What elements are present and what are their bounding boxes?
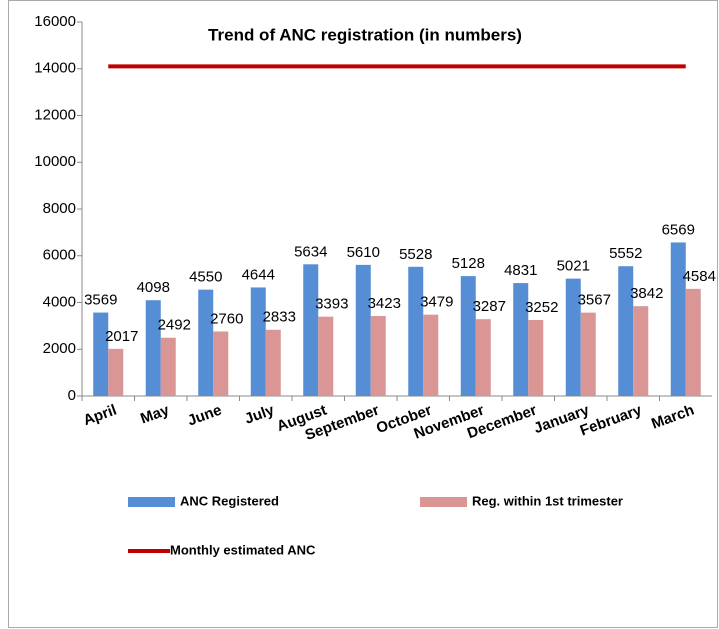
y-tick-label: 4000 bbox=[43, 293, 76, 310]
x-tick-label: May bbox=[138, 401, 172, 427]
bar bbox=[318, 316, 334, 396]
data-label: 3393 bbox=[315, 296, 348, 313]
data-label: 2017 bbox=[105, 328, 138, 345]
y-tick-label: 16000 bbox=[34, 13, 76, 30]
chart-frame bbox=[8, 0, 718, 628]
bar bbox=[160, 337, 176, 396]
bar bbox=[213, 331, 229, 396]
bar bbox=[685, 288, 701, 396]
y-tick-label: 6000 bbox=[43, 247, 76, 264]
data-label: 3842 bbox=[630, 285, 663, 302]
legend-swatch bbox=[420, 497, 467, 507]
legend-label: ANC Registered bbox=[180, 493, 279, 508]
data-label: 6569 bbox=[662, 221, 695, 238]
data-label: 4644 bbox=[242, 266, 275, 283]
data-label: 3569 bbox=[84, 292, 117, 309]
bar bbox=[565, 278, 581, 396]
y-tick-label: 2000 bbox=[43, 340, 76, 357]
legend-label: Monthly estimated ANC bbox=[170, 542, 316, 557]
data-label: 3567 bbox=[578, 292, 611, 309]
data-label: 4831 bbox=[504, 262, 537, 279]
bar bbox=[513, 283, 529, 396]
bar bbox=[633, 306, 649, 396]
bar bbox=[618, 266, 634, 396]
x-tick-label: April bbox=[81, 402, 119, 430]
y-tick-label: 10000 bbox=[34, 153, 76, 170]
data-label: 4098 bbox=[137, 279, 170, 296]
bar bbox=[355, 264, 371, 396]
bar bbox=[460, 276, 476, 396]
bar bbox=[670, 242, 686, 396]
legend-label: Reg. within 1st trimester bbox=[472, 493, 623, 508]
bar bbox=[145, 300, 161, 396]
bar bbox=[580, 312, 596, 396]
bar bbox=[250, 287, 266, 396]
data-label: 2833 bbox=[263, 309, 296, 326]
data-label: 4550 bbox=[189, 269, 222, 286]
bar bbox=[108, 348, 124, 396]
data-label: 5128 bbox=[452, 255, 485, 272]
x-tick-label: February bbox=[578, 401, 645, 439]
y-tick-label: 0 bbox=[68, 387, 76, 404]
data-label: 3479 bbox=[420, 294, 453, 311]
bar bbox=[265, 329, 281, 396]
bar bbox=[93, 312, 109, 396]
chart-title: Trend of ANC registration (in numbers) bbox=[208, 25, 522, 44]
bar bbox=[528, 319, 544, 396]
data-label: 2492 bbox=[158, 317, 191, 334]
bar bbox=[475, 319, 491, 396]
y-tick-label: 12000 bbox=[34, 106, 76, 123]
data-label: 3423 bbox=[368, 295, 401, 312]
legend-swatch bbox=[128, 497, 175, 507]
data-label: 2760 bbox=[210, 310, 243, 327]
data-label: 5021 bbox=[557, 258, 590, 275]
bar bbox=[198, 289, 214, 396]
data-label: 4584 bbox=[683, 268, 716, 285]
data-label: 3252 bbox=[525, 299, 558, 316]
data-label: 5610 bbox=[347, 244, 380, 261]
bar bbox=[303, 264, 319, 396]
bar bbox=[408, 266, 424, 396]
x-tick-label: July bbox=[242, 401, 277, 427]
x-tick-label: March bbox=[649, 402, 696, 433]
data-label: 3287 bbox=[473, 298, 506, 315]
data-label: 5528 bbox=[399, 246, 432, 263]
y-tick-label: 8000 bbox=[43, 200, 76, 217]
data-label: 5634 bbox=[294, 243, 327, 260]
bar bbox=[370, 315, 386, 396]
bar bbox=[423, 314, 439, 396]
y-tick-label: 14000 bbox=[34, 60, 76, 77]
x-tick-label: June bbox=[185, 402, 224, 430]
data-label: 5552 bbox=[609, 245, 642, 262]
